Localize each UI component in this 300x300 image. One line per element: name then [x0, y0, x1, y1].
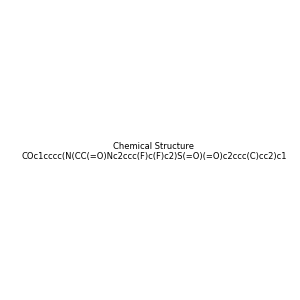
Text: Chemical Structure
COc1cccc(N(CC(=O)Nc2ccc(F)c(F)c2)S(=O)(=O)c2ccc(C)cc2)c1: Chemical Structure COc1cccc(N(CC(=O)Nc2c… — [21, 142, 286, 161]
